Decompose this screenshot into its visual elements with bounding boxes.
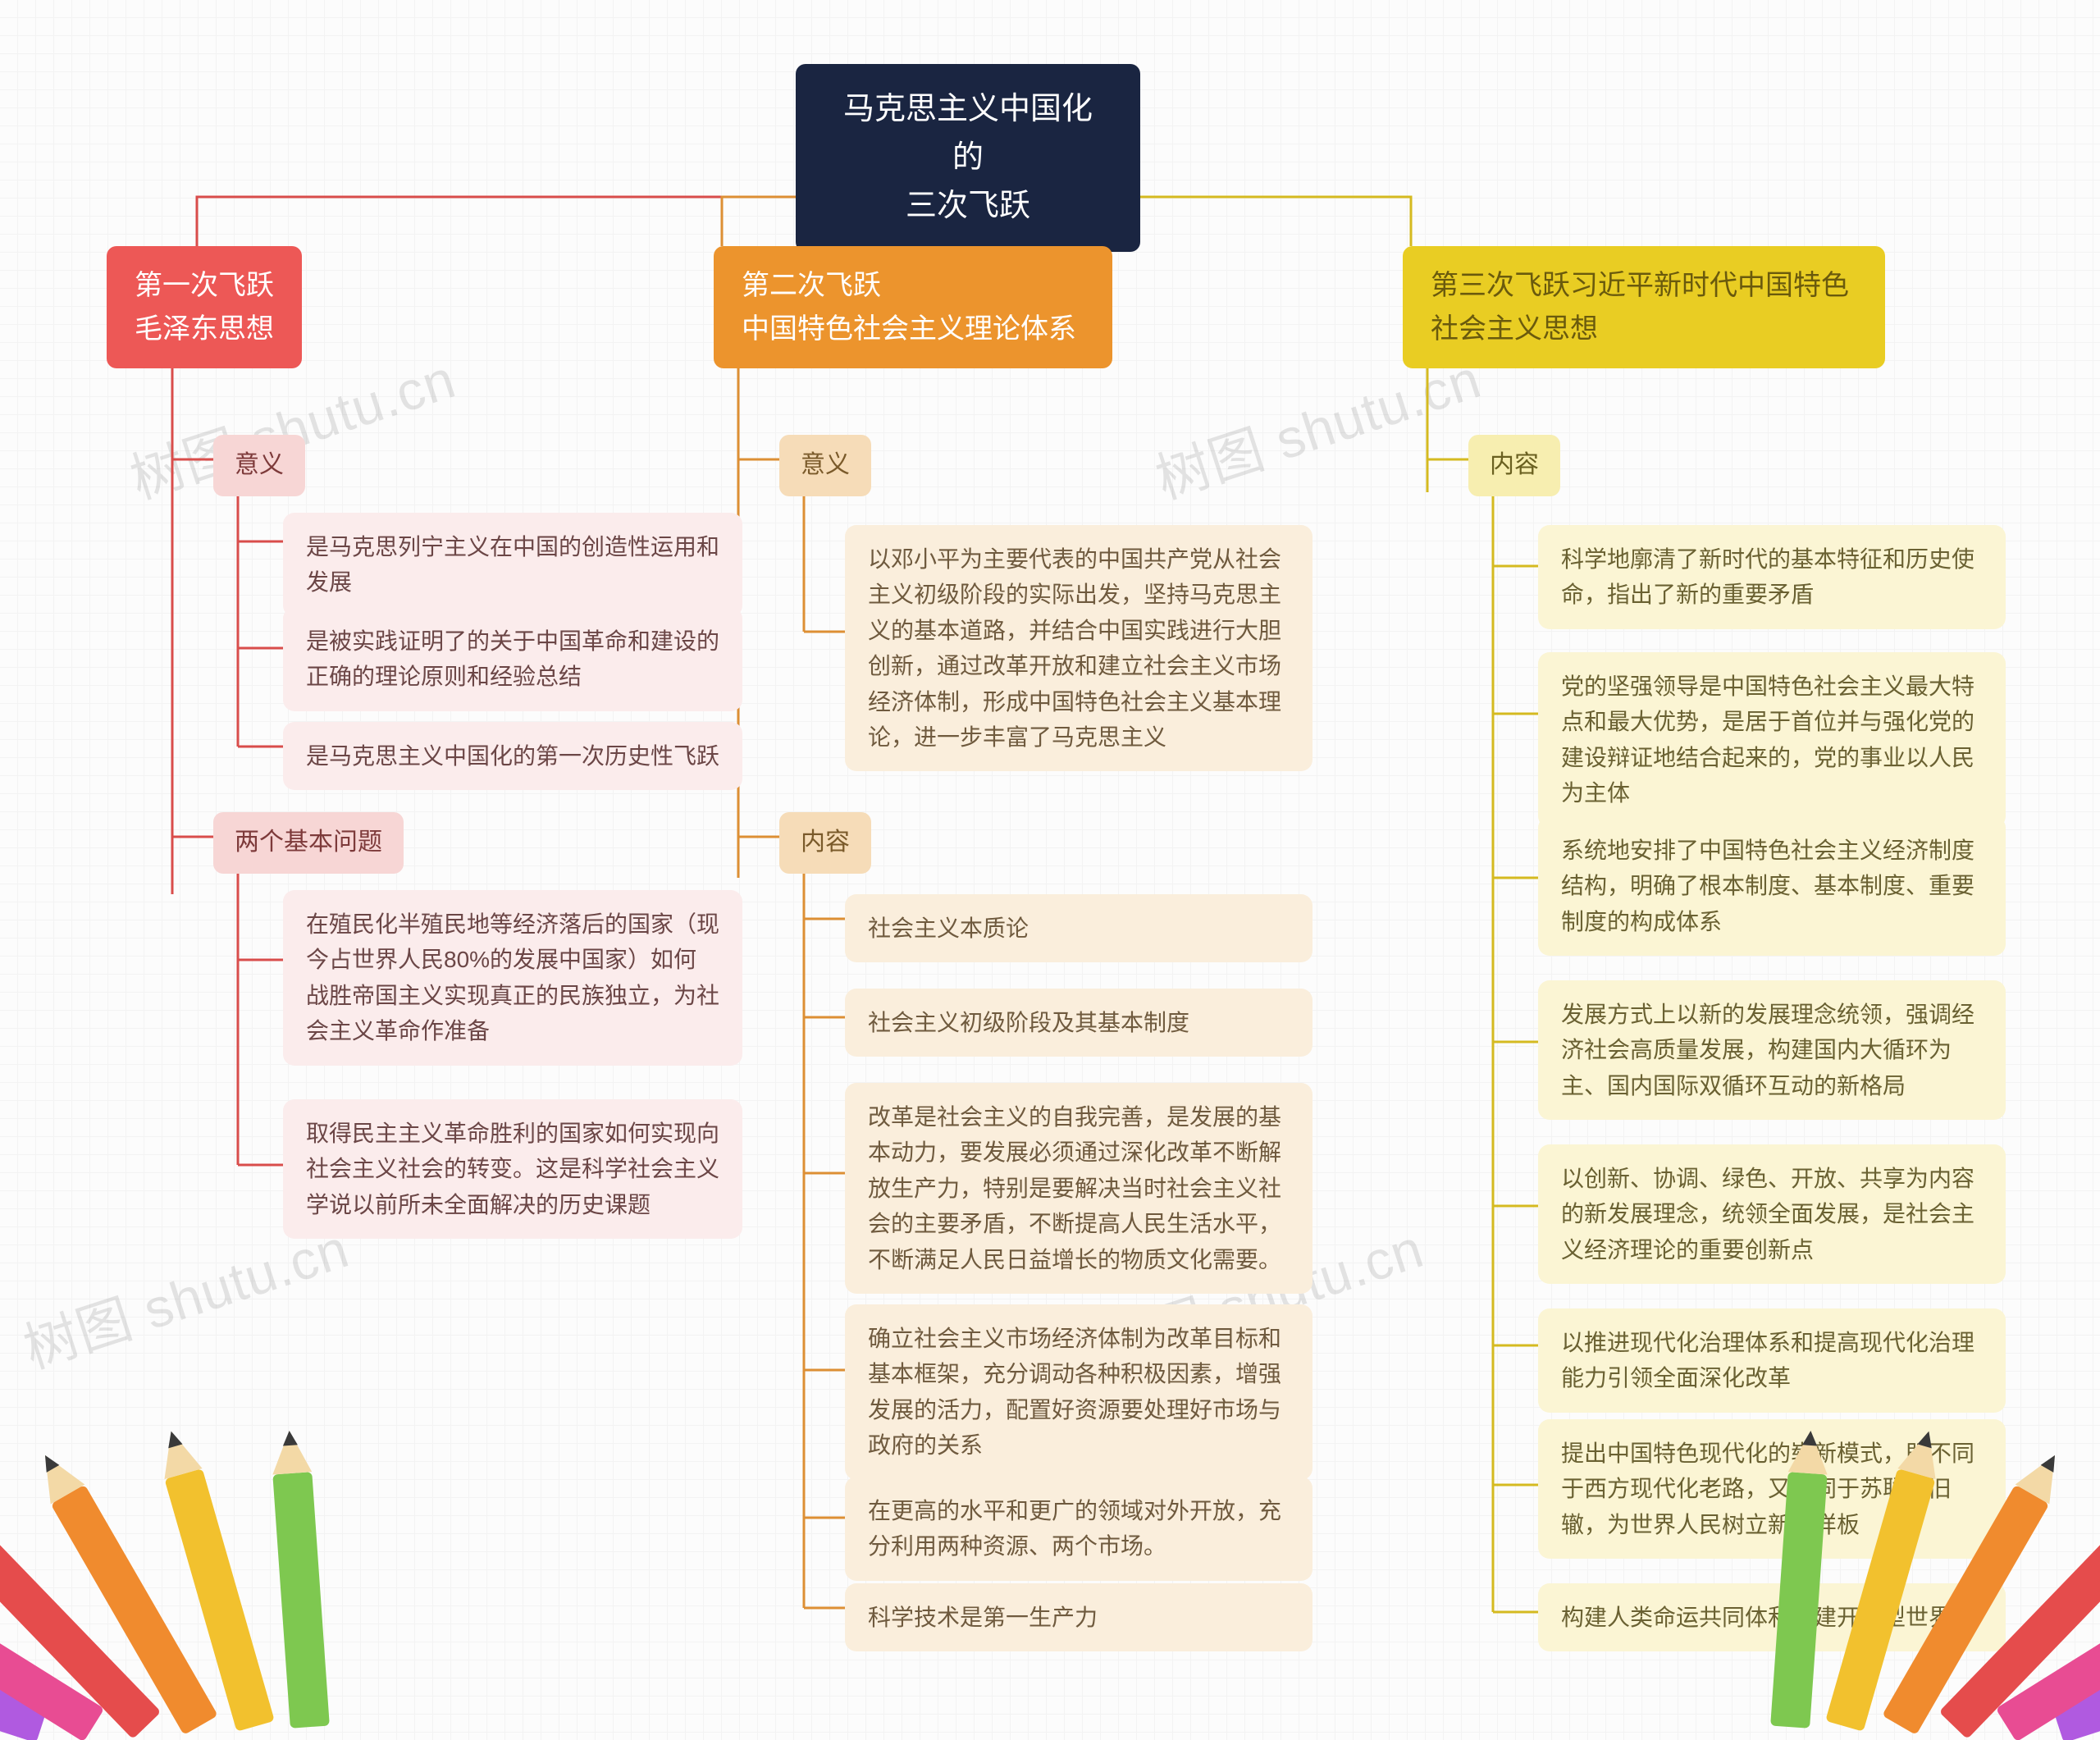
b2-sub-content: 内容 xyxy=(779,812,871,874)
root-line2: 三次飞跃 xyxy=(906,189,1030,223)
b2-content-item: 科学技术是第一生产力 xyxy=(845,1583,1312,1651)
branch1-node: 第一次飞跃 毛泽东思想 xyxy=(107,246,302,368)
b3-content-item: 以创新、协调、绿色、开放、共享为内容的新发展理念，统领全面发展，是社会主义经济理… xyxy=(1538,1144,2006,1284)
b3-sub-content: 内容 xyxy=(1468,435,1560,496)
branch1-line2: 毛泽东思想 xyxy=(135,313,274,345)
branch2-line2: 中国特色社会主义理论体系 xyxy=(742,313,1076,345)
b2-meaning-text: 以邓小平为主要代表的中国共产党从社会主义初级阶段的实际出发，坚持马克思主义的基本… xyxy=(845,525,1312,771)
b3-content-item: 构建人类命运共同体和构建开放型世界 xyxy=(1538,1583,2006,1651)
b2-sub-meaning: 意义 xyxy=(779,435,871,496)
b3-content-item: 提出中国特色现代化的崭新模式，既不同于西方现代化老路，又不同于苏联的旧辙，为世界… xyxy=(1538,1419,2006,1559)
b1-meaning-item: 是被实践证明了的关于中国革命和建设的正确的理论原则和经验总结 xyxy=(283,607,742,711)
b2-content-item: 社会主义初级阶段及其基本制度 xyxy=(845,989,1312,1057)
pencil-decoration xyxy=(0,1428,492,1740)
branch3-line1: 第三次飞跃习近平新时代中国特色 xyxy=(1431,270,1849,301)
b1-sub-questions: 两个基本问题 xyxy=(213,812,404,874)
root-line1: 马克思主义中国化的 xyxy=(843,92,1093,175)
b2-content-item: 确立社会主义市场经济体制为改革目标和基本框架，充分调动各种积极因素，增强发展的活… xyxy=(845,1304,1312,1480)
branch2-node: 第二次飞跃 中国特色社会主义理论体系 xyxy=(714,246,1112,368)
b1-meaning-item: 是马克思主义中国化的第一次历史性飞跃 xyxy=(283,722,742,790)
b1-question-item: 在殖民化半殖民地等经济落后的国家（现今占世界人民80%的发展中国家）如何战胜帝国… xyxy=(283,890,742,1066)
b1-question-item: 取得民主主义革命胜利的国家如何实现向社会主义社会的转变。这是科学社会主义学说以前… xyxy=(283,1099,742,1239)
branch2-line1: 第二次飞跃 xyxy=(742,270,881,301)
b2-content-item: 改革是社会主义的自我完善，是发展的基本动力，要发展必须通过深化改革不断解放生产力… xyxy=(845,1083,1312,1294)
b2-content-item: 社会主义本质论 xyxy=(845,894,1312,962)
b1-meaning-item: 是马克思列宁主义在中国的创造性运用和发展 xyxy=(283,513,742,617)
branch3-node: 第三次飞跃习近平新时代中国特色 社会主义思想 xyxy=(1403,246,1885,368)
b3-content-item: 党的坚强领导是中国特色社会主义最大特点和最大优势，是居于首位并与强化党的建设辩证… xyxy=(1538,652,2006,828)
b1-sub-meaning: 意义 xyxy=(213,435,305,496)
root-node: 马克思主义中国化的 三次飞跃 xyxy=(796,64,1140,252)
branch1-line1: 第一次飞跃 xyxy=(135,270,274,301)
b3-content-item: 发展方式上以新的发展理念统领，强调经济社会高质量发展，构建国内大循环为主、国内国… xyxy=(1538,980,2006,1120)
b2-content-item: 在更高的水平和更广的领域对外开放，充分利用两种资源、两个市场。 xyxy=(845,1477,1312,1581)
b3-content-item: 科学地廓清了新时代的基本特征和历史使命，指出了新的重要矛盾 xyxy=(1538,525,2006,629)
b3-content-item: 系统地安排了中国特色社会主义经济制度结构，明确了根本制度、基本制度、重要制度的构… xyxy=(1538,816,2006,956)
branch3-line2: 社会主义思想 xyxy=(1431,313,1598,345)
b3-content-item: 以推进现代化治理体系和提高现代化治理能力引领全面深化改革 xyxy=(1538,1308,2006,1413)
